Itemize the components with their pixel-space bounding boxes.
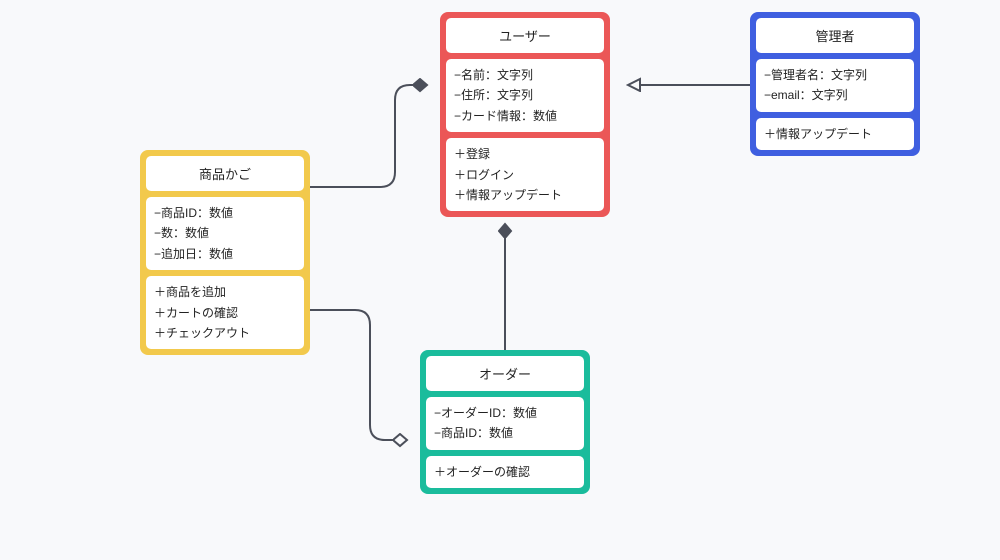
class-method: ＋ログイン — [454, 165, 596, 185]
class-attribute: −追加日：数値 — [154, 244, 296, 264]
class-attributes: −オーダーID：数値−商品ID：数値 — [426, 397, 584, 450]
class-method: ＋商品を追加 — [154, 282, 296, 302]
class-attribute: −カード情報：数値 — [454, 106, 596, 126]
class-attribute: −住所：文字列 — [454, 85, 596, 105]
class-attribute: −名前：文字列 — [454, 65, 596, 85]
class-node-cart: 商品かご−商品ID：数値−数：数値−追加日：数値＋商品を追加＋カートの確認＋チェ… — [140, 150, 310, 355]
class-title: 管理者 — [756, 18, 914, 53]
class-attribute: −オーダーID：数値 — [434, 403, 576, 423]
class-title: ユーザー — [446, 18, 604, 53]
class-title: 商品かご — [146, 156, 304, 191]
class-attribute: −商品ID：数値 — [434, 423, 576, 443]
diagram-canvas: ユーザー−名前：文字列−住所：文字列−カード情報：数値＋登録＋ログイン＋情報アッ… — [0, 0, 1000, 560]
class-node-user: ユーザー−名前：文字列−住所：文字列−カード情報：数値＋登録＋ログイン＋情報アッ… — [440, 12, 610, 217]
class-methods: ＋情報アップデート — [756, 118, 914, 150]
class-attribute: −email：文字列 — [764, 85, 906, 105]
class-method: ＋チェックアウト — [154, 323, 296, 343]
class-method: ＋情報アップデート — [764, 124, 906, 144]
edge-cart-order — [310, 310, 407, 440]
class-node-order: オーダー −オーダーID：数値−商品ID：数値 ＋オーダーの確認 — [420, 350, 590, 494]
class-method: ＋オーダーの確認 — [434, 462, 576, 482]
class-attributes: −管理者名：文字列−email：文字列 — [756, 59, 914, 112]
class-attributes: −商品ID：数値−数：数値−追加日：数値 — [146, 197, 304, 270]
class-node-admin: 管理者 −管理者名：文字列−email：文字列 ＋情報アップデート — [750, 12, 920, 156]
class-attribute: −数：数値 — [154, 223, 296, 243]
class-attribute: −商品ID：数値 — [154, 203, 296, 223]
class-method: ＋カートの確認 — [154, 303, 296, 323]
class-attribute: −管理者名：文字列 — [764, 65, 906, 85]
class-title: オーダー — [426, 356, 584, 391]
class-method: ＋登録 — [454, 144, 596, 164]
class-attributes: −名前：文字列−住所：文字列−カード情報：数値 — [446, 59, 604, 132]
class-methods: ＋商品を追加＋カートの確認＋チェックアウト — [146, 276, 304, 349]
class-methods: ＋登録＋ログイン＋情報アップデート — [446, 138, 604, 211]
class-methods: ＋オーダーの確認 — [426, 456, 584, 488]
edge-cart-user — [310, 85, 427, 187]
class-method: ＋情報アップデート — [454, 185, 596, 205]
